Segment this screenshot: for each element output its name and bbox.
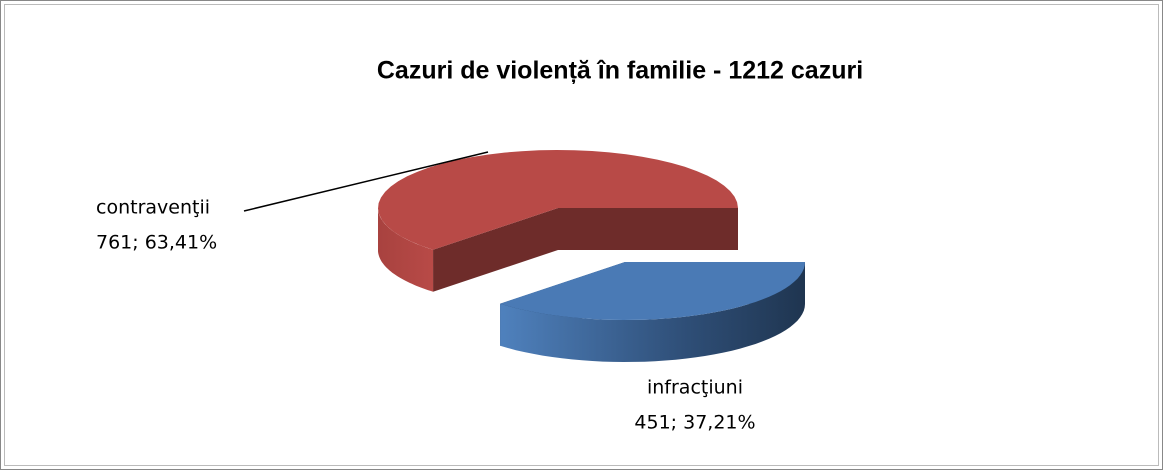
slice-cut [433,208,558,292]
legend-label: contravenţii [96,197,210,219]
slice [378,150,738,292]
leader-line [243,151,489,212]
legend-label: infracţiuni [647,377,743,399]
data-label: 761; 63,41% [96,232,217,254]
slice-top [378,150,738,250]
slice [500,262,805,362]
slice-top [500,262,805,320]
pie [378,150,805,362]
slice-side [500,262,805,362]
slice-cut [558,208,738,250]
plot-frame [4,4,1159,466]
slice-side [378,208,434,292]
data-label: 451; 37,21% [634,412,755,434]
chart-title: Cazuri de violență în familie - 1212 caz… [377,57,863,85]
